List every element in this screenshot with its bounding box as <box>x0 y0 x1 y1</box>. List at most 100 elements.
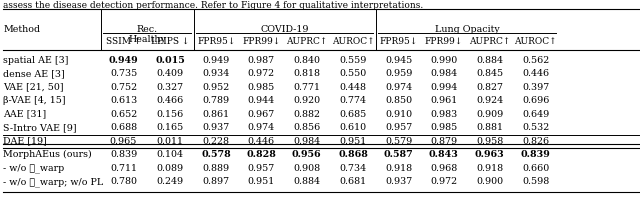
Text: 0.711: 0.711 <box>110 164 137 172</box>
Text: 0.958: 0.958 <box>476 137 503 146</box>
Text: 0.884: 0.884 <box>476 56 503 65</box>
Text: 0.165: 0.165 <box>156 123 184 132</box>
Text: AUROC↑: AUROC↑ <box>515 37 557 46</box>
Text: 0.752: 0.752 <box>110 83 137 92</box>
Text: 0.843: 0.843 <box>429 150 459 159</box>
Text: 0.949: 0.949 <box>203 56 230 65</box>
Text: VAE [21, 50]: VAE [21, 50] <box>3 83 64 92</box>
Text: 0.967: 0.967 <box>248 110 275 119</box>
Text: 0.889: 0.889 <box>203 164 230 172</box>
Text: 0.952: 0.952 <box>203 83 230 92</box>
Text: 0.882: 0.882 <box>293 110 320 119</box>
Text: 0.908: 0.908 <box>293 164 320 172</box>
Text: 0.956: 0.956 <box>292 150 321 159</box>
Text: AAE [31]: AAE [31] <box>3 110 47 119</box>
Text: 0.957: 0.957 <box>248 164 275 172</box>
Text: 0.089: 0.089 <box>156 164 184 172</box>
Text: 0.559: 0.559 <box>339 56 367 65</box>
Text: 0.780: 0.780 <box>110 177 137 186</box>
Text: FPR99↓: FPR99↓ <box>242 37 280 46</box>
Text: 0.949: 0.949 <box>109 56 138 65</box>
Text: 0.681: 0.681 <box>339 177 367 186</box>
Text: 0.987: 0.987 <box>248 56 275 65</box>
Text: 0.881: 0.881 <box>476 123 503 132</box>
Text: 0.578: 0.578 <box>202 150 231 159</box>
Text: 0.845: 0.845 <box>476 69 503 78</box>
Text: 0.934: 0.934 <box>203 69 230 78</box>
Text: 0.951: 0.951 <box>339 137 367 146</box>
Text: FPR95↓: FPR95↓ <box>380 37 418 46</box>
Text: 0.920: 0.920 <box>293 96 320 105</box>
Text: 0.409: 0.409 <box>156 69 184 78</box>
Text: 0.789: 0.789 <box>203 96 230 105</box>
Text: Rec.
Healthy: Rec. Healthy <box>129 25 166 44</box>
Text: 0.984: 0.984 <box>293 137 320 146</box>
Text: 0.550: 0.550 <box>339 69 367 78</box>
Text: 0.734: 0.734 <box>339 164 367 172</box>
Text: 0.466: 0.466 <box>156 96 184 105</box>
Text: 0.446: 0.446 <box>522 69 549 78</box>
Text: 0.228: 0.228 <box>203 137 230 146</box>
Text: - w/o ℒ_warp: - w/o ℒ_warp <box>3 164 65 173</box>
Text: 0.984: 0.984 <box>430 69 458 78</box>
Text: 0.990: 0.990 <box>430 56 458 65</box>
Text: 0.532: 0.532 <box>522 123 549 132</box>
Text: 0.974: 0.974 <box>248 123 275 132</box>
Text: 0.688: 0.688 <box>110 123 137 132</box>
Text: S-Intro VAE [9]: S-Intro VAE [9] <box>3 123 77 132</box>
Text: 0.840: 0.840 <box>293 56 320 65</box>
Text: 0.652: 0.652 <box>110 110 137 119</box>
Text: 0.983: 0.983 <box>430 110 458 119</box>
Text: 0.972: 0.972 <box>430 177 458 186</box>
Text: AUPRC↑: AUPRC↑ <box>286 37 327 46</box>
Text: FPR95↓: FPR95↓ <box>197 37 236 46</box>
Text: 0.900: 0.900 <box>476 177 503 186</box>
Text: 0.961: 0.961 <box>430 96 458 105</box>
Text: 0.613: 0.613 <box>110 96 137 105</box>
Text: 0.909: 0.909 <box>476 110 503 119</box>
Text: LPIPS ↓: LPIPS ↓ <box>151 37 189 46</box>
Text: 0.918: 0.918 <box>385 164 412 172</box>
Text: 0.249: 0.249 <box>156 177 184 186</box>
Text: MorphAEus (ours): MorphAEus (ours) <box>3 150 92 159</box>
Text: 0.104: 0.104 <box>156 150 184 159</box>
Text: 0.937: 0.937 <box>385 177 412 186</box>
Text: 0.735: 0.735 <box>110 69 137 78</box>
Text: 0.818: 0.818 <box>293 69 320 78</box>
Text: 0.974: 0.974 <box>385 83 412 92</box>
Text: FPR99↓: FPR99↓ <box>425 37 463 46</box>
Text: assess the disease detection performance. Refer to Figure 4 for qualitative inte: assess the disease detection performance… <box>3 1 424 10</box>
Text: 0.959: 0.959 <box>385 69 412 78</box>
Text: SSIM ↑: SSIM ↑ <box>106 37 141 46</box>
Text: 0.884: 0.884 <box>293 177 320 186</box>
Text: β-VAE [4, 15]: β-VAE [4, 15] <box>3 96 66 105</box>
Text: AUPRC↑: AUPRC↑ <box>469 37 510 46</box>
Text: 0.965: 0.965 <box>110 137 137 146</box>
Text: COVID-19: COVID-19 <box>261 25 309 34</box>
Text: 0.856: 0.856 <box>293 123 320 132</box>
Text: 0.446: 0.446 <box>248 137 275 146</box>
Text: 0.944: 0.944 <box>248 96 275 105</box>
Text: 0.945: 0.945 <box>385 56 412 65</box>
Text: 0.879: 0.879 <box>430 137 458 146</box>
Text: 0.015: 0.015 <box>155 56 185 65</box>
Text: 0.972: 0.972 <box>248 69 275 78</box>
Text: dense AE [3]: dense AE [3] <box>3 69 65 78</box>
Text: 0.924: 0.924 <box>476 96 503 105</box>
Text: 0.327: 0.327 <box>156 83 184 92</box>
Text: 0.771: 0.771 <box>293 83 320 92</box>
Text: spatial AE [3]: spatial AE [3] <box>3 56 68 65</box>
Text: AUROC↑: AUROC↑ <box>332 37 374 46</box>
Text: 0.897: 0.897 <box>203 177 230 186</box>
Text: 0.826: 0.826 <box>522 137 549 146</box>
Text: 0.685: 0.685 <box>339 110 367 119</box>
Text: 0.918: 0.918 <box>476 164 503 172</box>
Text: 0.963: 0.963 <box>475 150 504 159</box>
Text: 0.579: 0.579 <box>385 137 412 146</box>
Text: 0.861: 0.861 <box>203 110 230 119</box>
Text: 0.649: 0.649 <box>522 110 549 119</box>
Text: - w/o ℒ_warp; w/o PL: - w/o ℒ_warp; w/o PL <box>3 177 104 187</box>
Text: 0.985: 0.985 <box>430 123 458 132</box>
Text: 0.828: 0.828 <box>246 150 276 159</box>
Text: 0.937: 0.937 <box>203 123 230 132</box>
